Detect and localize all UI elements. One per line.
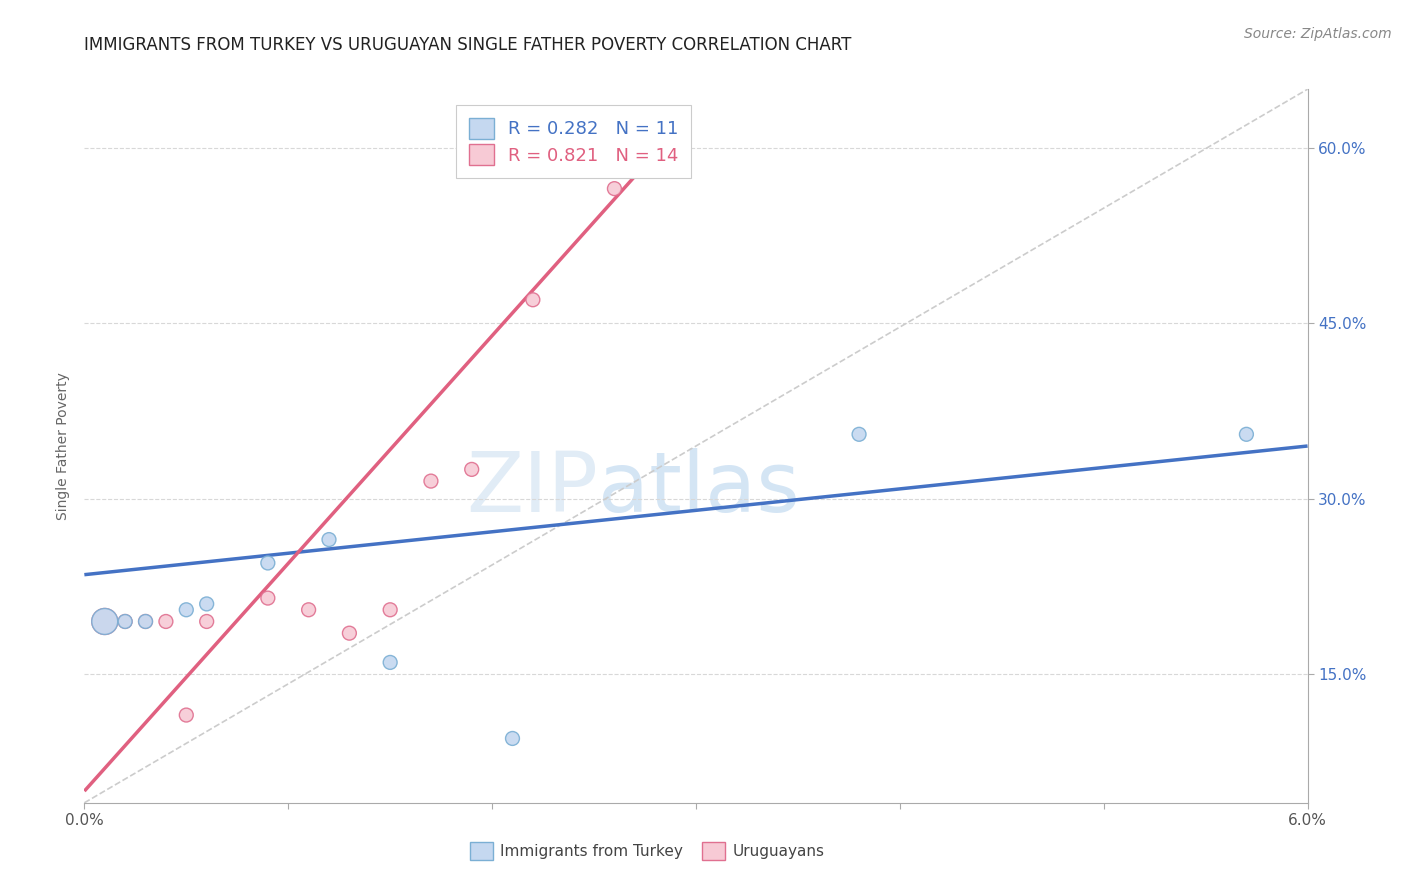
Point [257, 591, 280, 605]
Legend: Immigrants from Turkey, Uruguayans: Immigrants from Turkey, Uruguayans [464, 836, 831, 866]
Point [155, 615, 177, 629]
Point [135, 615, 157, 629]
Text: IMMIGRANTS FROM TURKEY VS URUGUAYAN SINGLE FATHER POVERTY CORRELATION CHART: IMMIGRANTS FROM TURKEY VS URUGUAYAN SING… [84, 36, 852, 54]
Point [195, 597, 218, 611]
Point [522, 293, 544, 307]
Point [93, 615, 115, 629]
Y-axis label: Single Father Poverty: Single Father Poverty [56, 372, 70, 520]
Point [174, 708, 197, 723]
Point [257, 556, 280, 570]
Point [380, 603, 402, 617]
Text: ZIP: ZIP [467, 449, 598, 529]
Text: atlas: atlas [598, 449, 800, 529]
Point [195, 615, 218, 629]
Point [461, 462, 484, 476]
Point [420, 474, 443, 488]
Point [174, 603, 197, 617]
Point [603, 181, 626, 195]
Point [339, 626, 361, 640]
Point [380, 656, 402, 670]
Point [502, 731, 524, 746]
Text: Source: ZipAtlas.com: Source: ZipAtlas.com [1244, 27, 1392, 41]
Point [298, 603, 321, 617]
Point [114, 615, 136, 629]
Point [1236, 427, 1258, 442]
Point [135, 615, 157, 629]
Point [93, 615, 115, 629]
Point [114, 615, 136, 629]
Point [848, 427, 870, 442]
Point [318, 533, 340, 547]
